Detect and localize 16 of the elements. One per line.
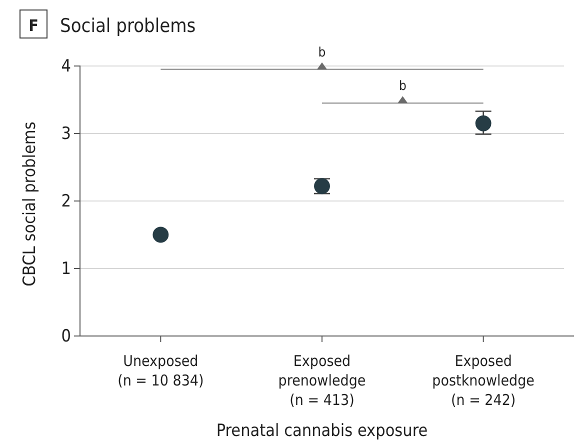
y-tick-label: 1 <box>61 258 71 279</box>
point <box>475 115 492 132</box>
panel-label: F <box>20 10 48 38</box>
point <box>152 226 169 243</box>
x-tick-label: Exposed prenowledge (n = 413) <box>278 352 366 409</box>
annotation: b <box>398 79 406 94</box>
y-tick-label: 2 <box>61 191 71 212</box>
x-tick-label: Exposed postknowledge (n = 242) <box>432 352 534 409</box>
y-axis-title: CBCL social problems <box>20 122 40 286</box>
y-tick-label: 0 <box>61 326 71 346</box>
y-tick-label: 3 <box>61 124 71 144</box>
x-tick-label: Unexposed (n = 10 834) <box>118 352 204 390</box>
x-axis-title: Prenatal cannabis exposure <box>216 421 428 441</box>
y-tick-label: 4 <box>61 56 71 76</box>
chart-title: Social problems <box>60 15 196 37</box>
text: b <box>318 45 326 60</box>
